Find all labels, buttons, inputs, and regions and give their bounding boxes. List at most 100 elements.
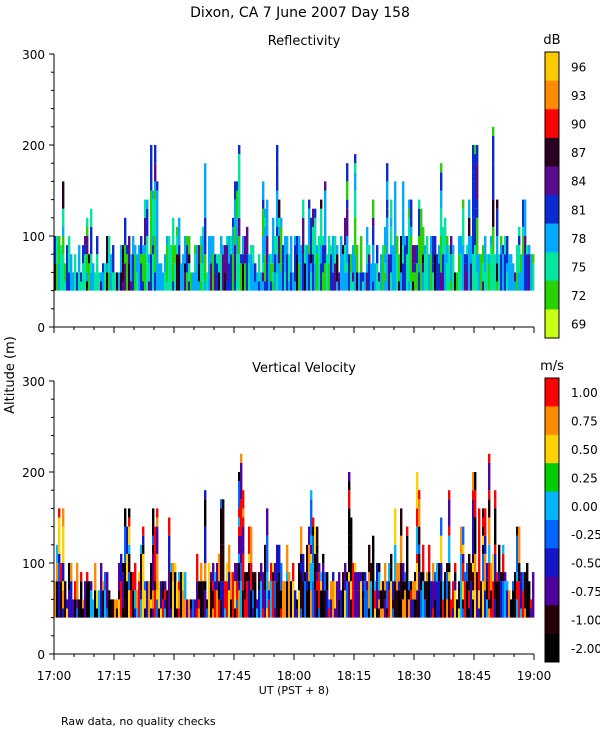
data-cell: [110, 254, 113, 273]
data-cell: [360, 236, 363, 273]
data-cell: [236, 563, 239, 582]
data-cell: [58, 563, 61, 582]
data-cell: [260, 581, 263, 618]
data-cell: [106, 608, 109, 618]
data-cell: [178, 245, 181, 255]
data-cell: [118, 590, 121, 600]
data-cell: [316, 553, 319, 573]
data-cell: [178, 572, 181, 582]
data-cell: [322, 245, 325, 273]
data-cell: [254, 263, 257, 282]
data-cell: [300, 526, 303, 554]
data-cell: [318, 608, 321, 618]
data-cell: [178, 254, 181, 291]
data-cell: [314, 254, 317, 264]
data-cell: [96, 236, 99, 255]
data-cell: [408, 590, 411, 600]
data-cell: [354, 599, 357, 618]
data-cell: [346, 581, 349, 618]
data-cell: [126, 254, 129, 291]
data-cell: [404, 590, 407, 618]
data-cell: [468, 590, 471, 609]
data-cell: [518, 226, 521, 236]
data-cell: [504, 236, 507, 255]
data-cell: [288, 581, 291, 618]
data-cell: [518, 236, 521, 246]
data-cell: [296, 236, 299, 255]
data-cell: [284, 272, 287, 291]
data-cell: [470, 263, 473, 291]
data-cell: [404, 263, 407, 273]
data-cell: [326, 254, 329, 291]
data-cell: [316, 572, 319, 582]
data-cell: [94, 272, 97, 291]
data-cell: [182, 590, 185, 618]
data-cell: [274, 581, 277, 609]
data-cell: [248, 263, 251, 273]
data-cell: [274, 254, 277, 273]
data-cell: [346, 163, 349, 182]
vertical-velocity-panel: Vertical Velocity 0 100 200 300 17:00 17:15 17:…: [22, 359, 600, 683]
data-cell: [152, 254, 155, 291]
data-cell: [252, 590, 255, 609]
data-cell: [62, 208, 65, 227]
data-cell: [452, 254, 455, 291]
data-cell: [232, 572, 235, 591]
data-cell: [156, 226, 159, 236]
data-cell: [518, 263, 521, 273]
data-cell: [502, 254, 505, 291]
data-cell: [214, 272, 217, 291]
data-cell: [524, 254, 527, 291]
data-cell: [212, 563, 215, 582]
data-cell: [530, 608, 533, 618]
data-cell: [218, 553, 221, 582]
data-cell: [76, 599, 79, 609]
data-cell: [246, 254, 249, 291]
data-cell: [118, 599, 121, 618]
data-cell: [234, 181, 237, 200]
data-cell: [374, 263, 377, 291]
data-cell: [310, 499, 313, 536]
data-cell: [264, 563, 267, 591]
data-cell: [326, 590, 329, 618]
data-cell: [474, 245, 477, 264]
data-cell: [198, 608, 201, 618]
data-cell: [208, 563, 211, 582]
data-cell: [324, 190, 327, 209]
data-cell: [472, 599, 475, 618]
data-cell: [392, 599, 395, 609]
data-cell: [522, 581, 525, 591]
data-cell: [204, 590, 207, 618]
data-cell: [176, 581, 179, 609]
data-cell: [188, 281, 191, 291]
data-cell: [152, 590, 155, 600]
data-cell: [204, 163, 207, 182]
data-cell: [290, 272, 293, 291]
data-cell: [446, 572, 449, 600]
data-cell: [462, 526, 465, 545]
data-field: [54, 126, 535, 291]
data-cell: [62, 181, 65, 209]
data-cell: [210, 572, 213, 582]
data-cell: [232, 590, 235, 618]
data-cell: [276, 190, 279, 227]
data-cell: [86, 281, 89, 291]
data-cell: [258, 572, 261, 591]
data-cell: [402, 599, 405, 618]
data-cell: [354, 154, 357, 164]
data-cell: [142, 254, 145, 282]
data-cell: [370, 563, 373, 582]
data-cell: [330, 581, 333, 600]
data-cell: [92, 263, 95, 291]
data-cell: [334, 263, 337, 273]
data-cell: [500, 581, 503, 618]
data-cell: [356, 590, 359, 618]
data-cell: [464, 572, 467, 582]
data-cell: [380, 581, 383, 591]
data-cell: [242, 544, 245, 554]
data-cell: [212, 254, 215, 291]
data-cell: [234, 226, 237, 246]
data-cell: [376, 608, 379, 618]
colorbar-label: -0.50: [571, 557, 600, 571]
colorbar-swatch: [545, 80, 559, 110]
